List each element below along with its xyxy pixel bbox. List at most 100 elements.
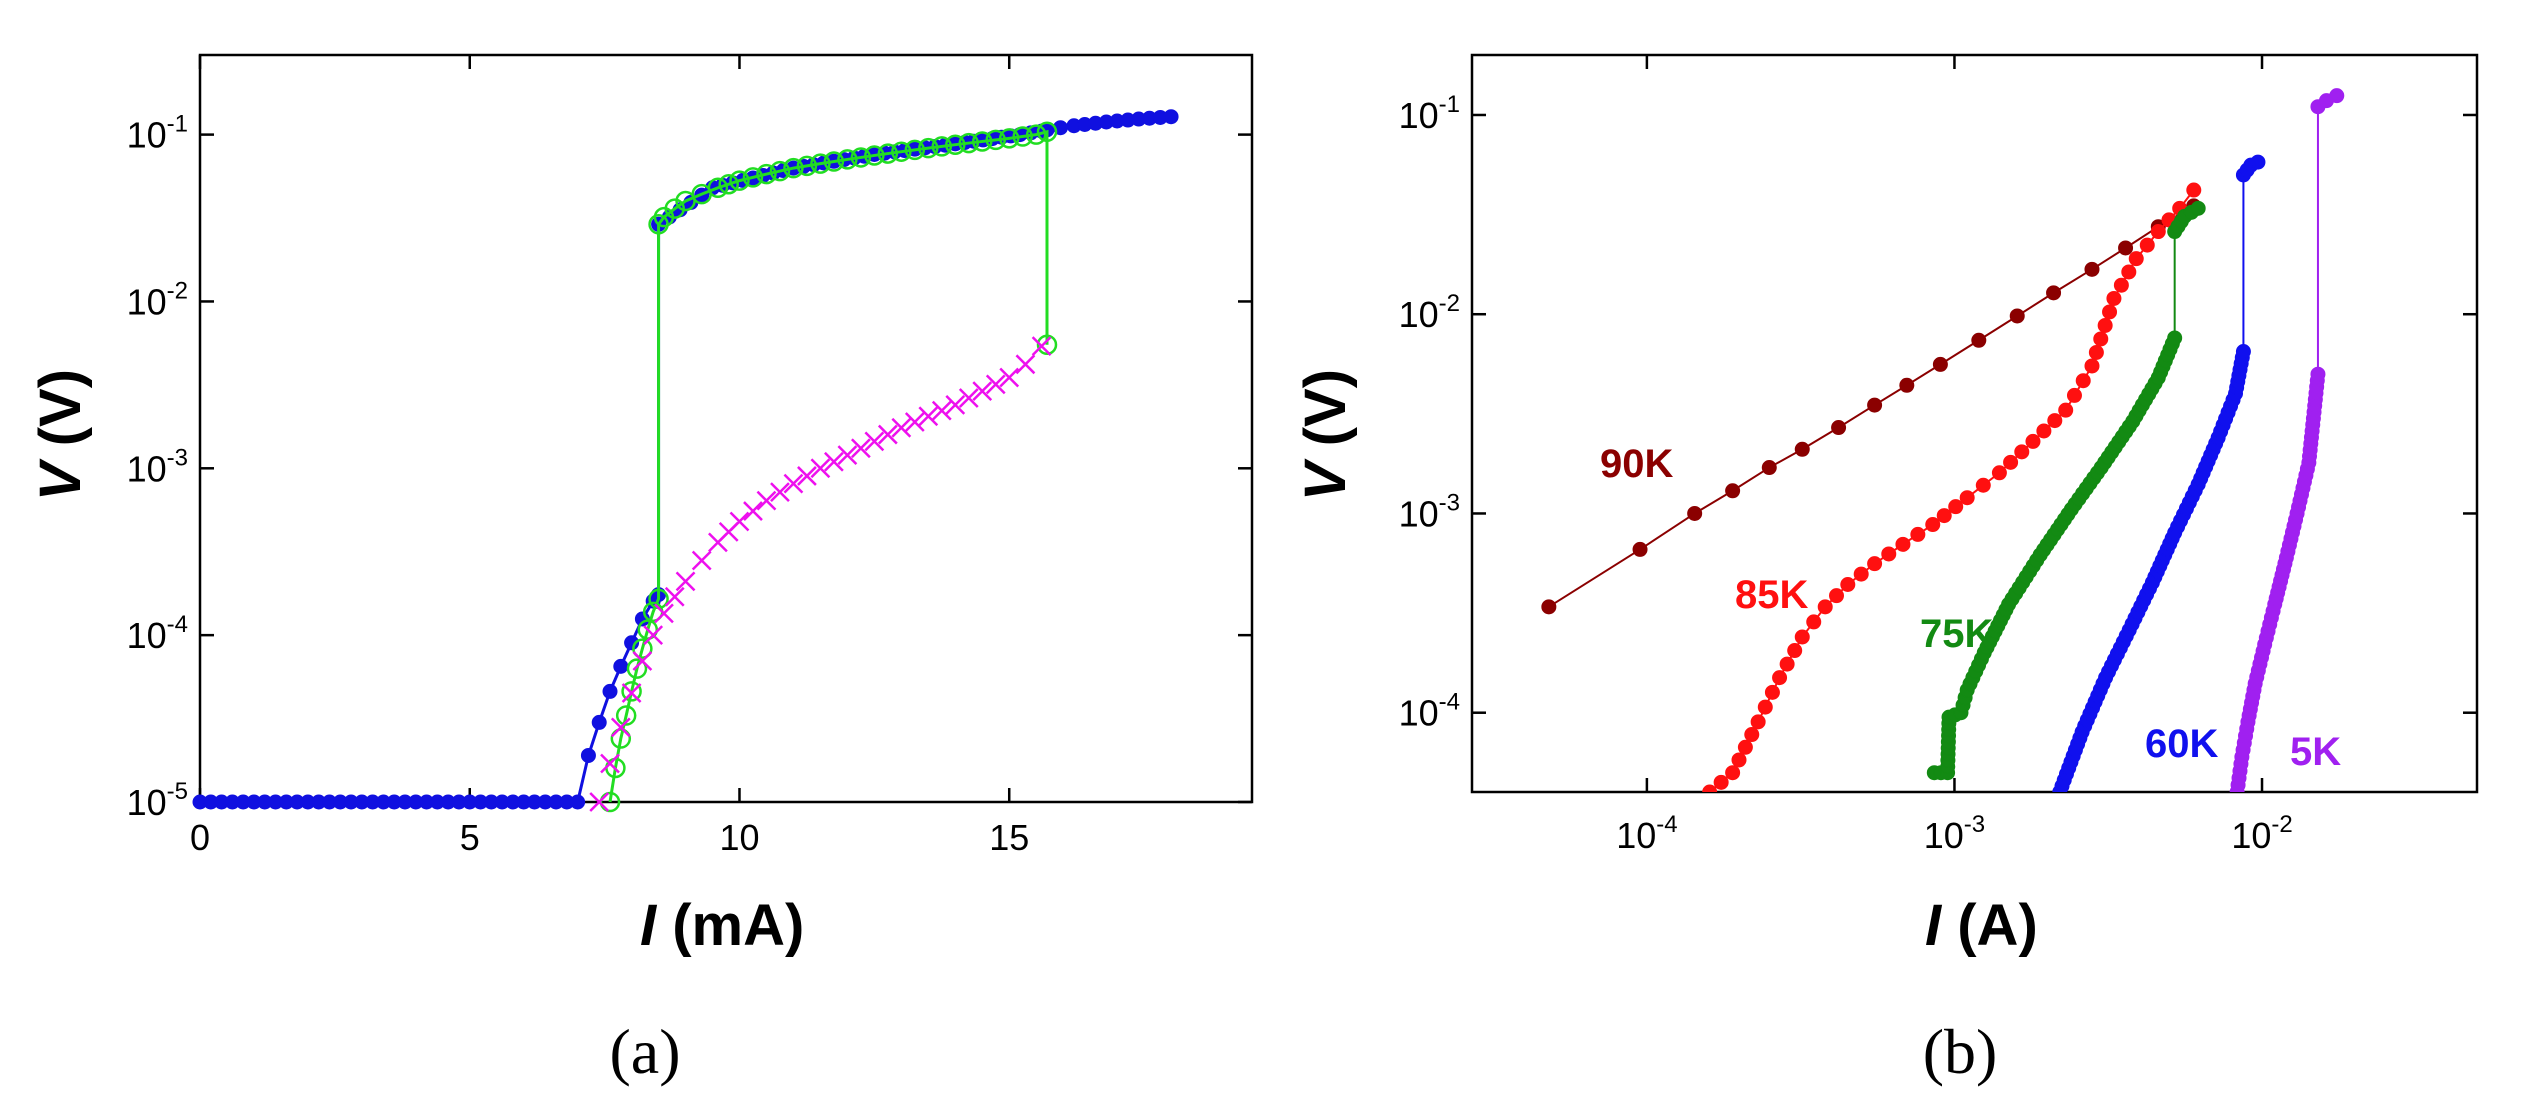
series-b-1-point-25: [1959, 490, 1975, 506]
series-a-1-point-22: [796, 155, 818, 177]
series-b-1-point-8: [1764, 684, 1780, 700]
series-a-1-point-23: [810, 153, 831, 174]
series-a-2-point-13: [743, 501, 763, 521]
series-b-1-point-38: [2093, 331, 2109, 347]
series-b-1-point-7: [1757, 699, 1773, 715]
series-b-1-point-22: [1925, 517, 1941, 533]
series-a-1-point-39: [1025, 124, 1047, 145]
series-a-1-point-15: [707, 177, 729, 199]
series-b-1-point-19: [1881, 546, 1897, 562]
x-tick-label-a: 10: [719, 817, 759, 858]
series-a-2-point-4: [632, 651, 653, 671]
series-a-2-point-20: [837, 445, 858, 465]
series-a-1-point-18: [742, 167, 764, 188]
series-a-0-point-37: [591, 714, 607, 730]
series-b-1-point-39: [2097, 317, 2113, 333]
series-b-0-point-0: [1541, 599, 1557, 615]
x-tick-label-b: 10-4: [1616, 811, 1677, 856]
series-b-0-point-12: [2046, 285, 2062, 301]
series-b-1-point-33: [2058, 402, 2074, 418]
series-label-60K: 60K: [2145, 722, 2218, 766]
y-tick-label-b: 10-3: [1399, 489, 1460, 534]
series-b-1-point-35: [2075, 373, 2091, 389]
panel-label-a: (a): [609, 1016, 680, 1087]
series-a-2-point-15: [770, 482, 790, 502]
series-a-2-point-19: [824, 451, 844, 472]
series-a-2-point-3: [621, 683, 642, 703]
series-a-1: [599, 121, 1058, 813]
series-b-1-point-49: [2186, 182, 2202, 198]
x-tick-label-a: 5: [460, 817, 480, 858]
series-a-1-point-35: [972, 131, 993, 152]
series-a-2-point-16: [783, 473, 804, 494]
panel-a: 0 5 10 15 10-5 10-4 10-3 10-2 10-1 I (mA) V (V)…: [28, 53, 1254, 1087]
series-a-1-point-0: [599, 791, 621, 813]
series-a-2-point-24: [891, 417, 912, 438]
series-a-1-point-6: [632, 638, 653, 659]
plot-area-a: [192, 109, 1179, 813]
series-b-0-point-3: [1725, 483, 1741, 499]
series-b-1-point-15: [1829, 588, 1845, 604]
series-a-1-point-40: [1036, 121, 1058, 143]
series-a-1-point-33: [945, 134, 966, 155]
series-b-1-point-5: [1744, 727, 1760, 743]
y-tick-label-a: 10-1: [127, 111, 188, 156]
series-a-2-point-26: [918, 406, 939, 427]
series-a-1-point-24: [823, 151, 845, 172]
series-b-0-point-1: [1632, 541, 1648, 557]
series-label-75K: 75K: [1920, 612, 1993, 656]
series-b-1-point-34: [2066, 387, 2082, 403]
series-a-2-point-25: [904, 412, 925, 432]
y-tick-label-a: 10-3: [127, 444, 188, 489]
series-a-2-point-1: [600, 753, 620, 774]
series-a-1-point-34: [958, 132, 980, 154]
series-a-1-point-25: [837, 149, 858, 170]
x-tick-label-a: 0: [190, 817, 210, 858]
series-b-1-point-13: [1806, 614, 1822, 630]
series-b-1-point-0: [1702, 784, 1718, 792]
series-b-1-point-4: [1737, 739, 1753, 755]
series-b-1-point-31: [2036, 423, 2052, 439]
series-a-2-point-23: [877, 424, 898, 445]
series-b-1-point-26: [1975, 477, 1991, 493]
series-b-1-point-23: [1936, 508, 1952, 524]
y-tick-label-b: 10-1: [1399, 91, 1460, 136]
x-axis-b: 10-4 10-3 10-2: [1616, 55, 2293, 856]
series-a-2-point-6: [654, 603, 674, 624]
series-b-0-point-8: [1899, 377, 1915, 393]
series-a-1-point-37: [998, 128, 1020, 149]
series-b-1-point-2: [1725, 765, 1741, 781]
series-a-1-point-20: [769, 160, 791, 182]
series-b-1-point-6: [1750, 714, 1766, 730]
series-a-1-point-2: [610, 728, 632, 749]
series-b-1-point-27: [1991, 465, 2007, 481]
series-a-1-point-31: [918, 137, 939, 159]
series-a-1-point-3: [615, 705, 637, 726]
series-b-1-point-1: [1713, 774, 1729, 790]
series-b-1-point-32: [2047, 413, 2063, 429]
series-a-2-point-14: [756, 490, 777, 511]
series-a-2-point-17: [797, 466, 817, 486]
series-b-1-point-18: [1867, 556, 1883, 572]
series-a-2-point-8: [675, 571, 696, 592]
series-b-1-point-14: [1817, 599, 1833, 615]
series-b-2-point-81: [2167, 330, 2183, 346]
panel-b: 10-4 10-3 10-2 10-4 10-3 10-2 10-1 I (A) V (V…: [1293, 53, 2479, 1087]
series-a-0-point-36: [580, 747, 596, 763]
series-a-2-point-0: [589, 792, 610, 812]
series-b-3-point-74: [2235, 343, 2251, 359]
series-b-0-point-7: [1867, 397, 1883, 413]
y-axis-b: 10-4 10-3 10-2 10-1: [1399, 91, 2477, 734]
series-b-0-point-10: [1971, 332, 1987, 348]
x-tick-label-b: 10-2: [2231, 811, 2292, 856]
series-a-2-point-30: [972, 381, 993, 402]
series-b-1-point-30: [2025, 433, 2041, 449]
y-axis-a: 10-5 10-4 10-3 10-2 10-1: [127, 111, 1252, 823]
series-a-2-point-12: [729, 511, 750, 532]
series-a-2: [589, 336, 1052, 812]
series-b-4-point-65: [2310, 366, 2326, 382]
series-b-3-point-78: [2250, 154, 2266, 170]
series-a-2-point-18: [810, 458, 831, 479]
x-axis-title-b: I (A): [1925, 893, 2038, 958]
